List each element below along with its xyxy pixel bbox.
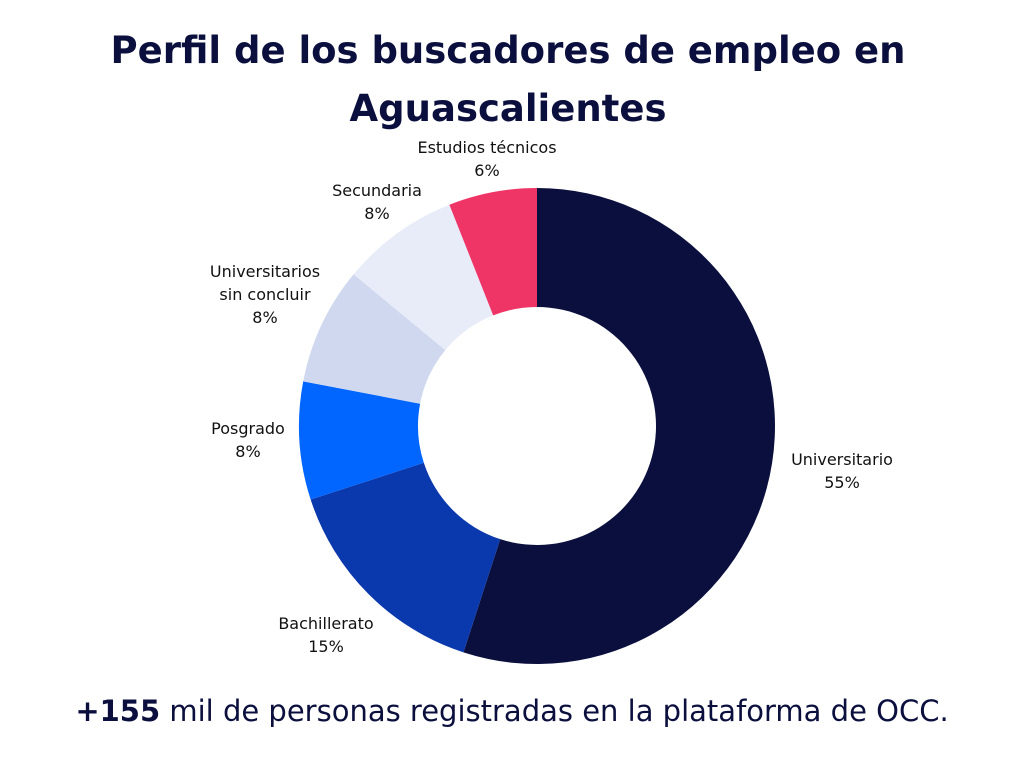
- footer-highlight: +155: [75, 694, 161, 728]
- slice-universitarios-sin-concluir: [303, 274, 446, 404]
- slice-bachillerato: [310, 462, 501, 653]
- chart-title: Perfil de los buscadores de empleo en Ag…: [0, 22, 1016, 138]
- slice-value-label: 8%: [364, 204, 389, 223]
- slice-secundaria: [353, 204, 494, 351]
- slice-category-label: Estudios técnicos: [417, 138, 556, 157]
- footer-note: +155 mil de personas registradas en la p…: [0, 694, 1024, 728]
- slice-category-label: Universitario: [791, 450, 893, 469]
- slice-value-label: 6%: [474, 161, 499, 180]
- chart-title-line-2: Aguascalientes: [349, 87, 667, 130]
- donut-slices: [298, 188, 776, 664]
- footer-text: mil de personas registradas en la plataf…: [160, 694, 949, 728]
- slice-posgrado: [298, 381, 424, 500]
- slice-value-label: 8%: [252, 308, 277, 327]
- slice-category-label: Bachillerato: [278, 614, 373, 633]
- slice-value-label: 55%: [824, 473, 860, 492]
- slice-value-label: 15%: [308, 637, 344, 656]
- slice-category-label: Secundaria: [332, 181, 422, 200]
- slice-category-label: sin concluir: [219, 285, 311, 304]
- slice-value-label: 8%: [235, 442, 260, 461]
- slice-estudios-técnicos: [449, 188, 537, 316]
- slice-category-label: Universitarios: [210, 262, 320, 281]
- slice-labels: Universitario 55% Bachillerato 15% Posgrado 8…: [210, 138, 893, 656]
- slice-universitario: [463, 188, 776, 664]
- chart-title-line-1: Perfil de los buscadores de empleo en: [110, 29, 906, 72]
- slice-category-label: Posgrado: [211, 419, 285, 438]
